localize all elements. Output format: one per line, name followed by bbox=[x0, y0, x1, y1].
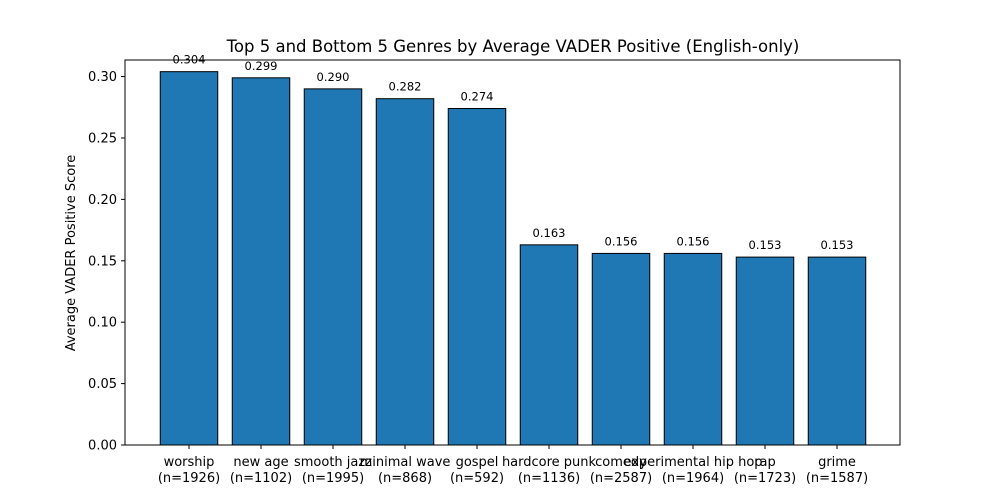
x-tick-label-4: gospel bbox=[456, 455, 499, 470]
y-tick-label-0: 0.00 bbox=[88, 439, 117, 454]
x-tick-count-1: (n=1102) bbox=[230, 471, 292, 486]
x-tick-label-1: new age bbox=[233, 455, 288, 470]
bar-7 bbox=[663, 252, 723, 446]
x-tick-label-6: comedy bbox=[595, 455, 647, 470]
bar-value-label-5: 0.163 bbox=[533, 226, 566, 240]
x-tick-count-8: (n=1723) bbox=[734, 471, 796, 486]
x-tick-count-5: (n=1136) bbox=[518, 471, 580, 486]
bar-value-label-7: 0.156 bbox=[677, 234, 710, 248]
y-tick-label-6: 0.30 bbox=[88, 70, 117, 85]
x-tick-count-9: (n=1587) bbox=[806, 471, 868, 486]
x-tick-count-6: (n=2587) bbox=[590, 471, 652, 486]
bar-value-label-6: 0.156 bbox=[605, 234, 638, 248]
bar-1 bbox=[231, 77, 291, 446]
x-tick-label-5: hardcore punk bbox=[502, 455, 597, 470]
bar-2 bbox=[303, 88, 363, 446]
y-tick-label-4: 0.20 bbox=[88, 193, 117, 208]
y-tick-label-1: 0.05 bbox=[88, 377, 117, 392]
bar-value-label-9: 0.153 bbox=[821, 238, 854, 252]
x-tick-count-3: (n=868) bbox=[378, 471, 432, 486]
bar-value-label-1: 0.299 bbox=[245, 59, 278, 73]
y-axis-ticks: 0.00 0.05 0.10 0.15 0.20 0.25 0.30 bbox=[88, 70, 125, 454]
bar-value-label-3: 0.282 bbox=[389, 80, 422, 94]
bar-3 bbox=[375, 98, 435, 446]
chart-title: Top 5 and Bottom 5 Genres by Average VAD… bbox=[226, 37, 800, 56]
bar-value-label-2: 0.290 bbox=[317, 70, 350, 84]
y-tick-label-5: 0.25 bbox=[88, 131, 117, 146]
bar-value-label-4: 0.274 bbox=[461, 90, 494, 104]
x-tick-label-3: minimal wave bbox=[360, 455, 451, 470]
x-tick-count-7: (n=1964) bbox=[662, 471, 724, 486]
y-axis-label: Average VADER Positive Score bbox=[64, 155, 79, 352]
plot-frame bbox=[124, 59, 901, 446]
bar-value-label-8: 0.153 bbox=[749, 238, 782, 252]
y-tick-label-3: 0.15 bbox=[88, 254, 117, 269]
x-tick-label-8: rap bbox=[754, 455, 776, 470]
y-tick-label-2: 0.10 bbox=[88, 316, 117, 331]
x-tick-label-9: grime bbox=[818, 455, 856, 470]
x-tick-count-2: (n=1995) bbox=[302, 471, 364, 486]
x-tick-count-0: (n=1926) bbox=[158, 471, 220, 486]
bar-0 bbox=[159, 71, 219, 446]
bar-5 bbox=[519, 244, 579, 446]
x-axis-labels: worship(n=1926) new age(n=1102)smooth jaz… bbox=[158, 445, 868, 486]
x-tick-label-2: smooth jazz bbox=[294, 455, 372, 470]
bar-4 bbox=[447, 108, 507, 446]
bar-8 bbox=[735, 256, 795, 446]
bar-9 bbox=[807, 256, 867, 446]
bar-6 bbox=[591, 252, 651, 446]
x-tick-label-0: worship bbox=[164, 455, 215, 470]
x-tick-count-4: (n=592) bbox=[450, 471, 504, 486]
x-tick-label-7: experimental hip hop bbox=[623, 455, 762, 470]
